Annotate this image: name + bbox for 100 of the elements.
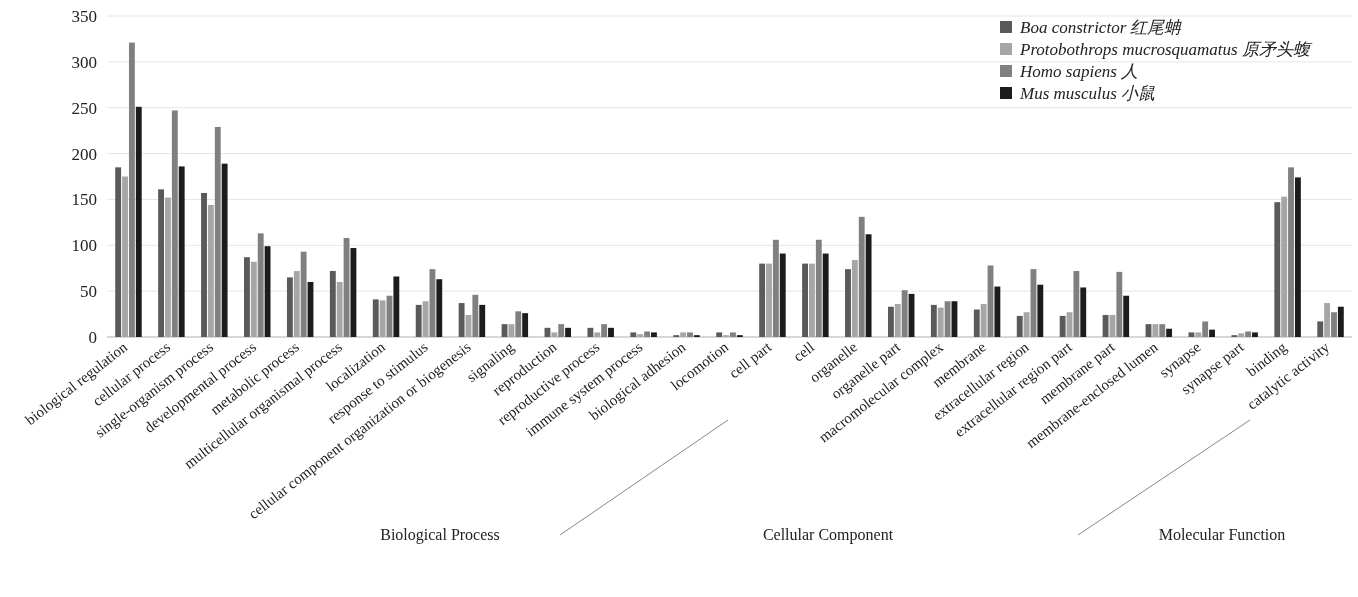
bar bbox=[815, 239, 822, 337]
bar bbox=[980, 303, 987, 337]
text: Molecular Function bbox=[1158, 526, 1286, 543]
bar bbox=[822, 253, 829, 337]
bar bbox=[608, 327, 614, 337]
bar bbox=[1102, 314, 1109, 337]
bar bbox=[808, 263, 815, 337]
bar bbox=[944, 301, 951, 337]
bar bbox=[858, 216, 865, 337]
bar bbox=[594, 332, 601, 337]
bar bbox=[1023, 312, 1030, 337]
bar bbox=[901, 290, 908, 337]
bar bbox=[565, 327, 572, 337]
bar bbox=[680, 332, 687, 337]
text: Cellular Component bbox=[762, 526, 894, 544]
bar bbox=[1080, 287, 1087, 337]
bar bbox=[802, 263, 808, 337]
bar bbox=[1317, 321, 1324, 337]
y-tick-label: 50 bbox=[80, 282, 97, 302]
bar bbox=[1337, 306, 1344, 337]
bar bbox=[221, 163, 228, 337]
bar bbox=[973, 309, 980, 337]
bar bbox=[930, 304, 937, 337]
bar bbox=[1238, 333, 1245, 337]
y-tick-label: 100 bbox=[71, 236, 97, 256]
bar bbox=[1274, 202, 1281, 337]
bar bbox=[1016, 315, 1023, 337]
bar bbox=[601, 324, 608, 337]
bar bbox=[1166, 328, 1173, 337]
y-tick-label: 350 bbox=[71, 7, 97, 26]
bar bbox=[250, 261, 257, 337]
bar bbox=[644, 331, 651, 337]
bar bbox=[716, 332, 723, 337]
bar bbox=[1288, 167, 1294, 337]
bar bbox=[472, 294, 479, 337]
bar bbox=[201, 193, 207, 337]
bar bbox=[845, 269, 851, 337]
bar bbox=[894, 303, 901, 337]
bar bbox=[887, 306, 894, 337]
legend-label: Protobothrops mucrosquamatus 原矛头蝮 bbox=[1019, 40, 1313, 59]
bar bbox=[372, 299, 379, 337]
legend-label: Homo sapiens 人 bbox=[1019, 62, 1139, 81]
bar bbox=[865, 234, 872, 337]
bar bbox=[759, 263, 766, 337]
bar bbox=[393, 276, 400, 337]
bar bbox=[171, 110, 178, 337]
bar bbox=[286, 277, 293, 337]
text: Biological Process bbox=[380, 526, 500, 544]
bar bbox=[1202, 321, 1209, 337]
bar bbox=[1123, 295, 1130, 337]
y-tick-label: 300 bbox=[71, 52, 97, 72]
bar bbox=[214, 126, 221, 337]
y-tick-label: 150 bbox=[71, 190, 97, 210]
bar bbox=[1159, 324, 1166, 337]
bar bbox=[1188, 332, 1195, 337]
bar bbox=[651, 332, 657, 337]
bar bbox=[1116, 271, 1123, 337]
legend-label: Mus musculus 小鼠 bbox=[1019, 84, 1156, 103]
bar bbox=[508, 324, 515, 337]
bar bbox=[135, 106, 142, 337]
y-tick-label: 200 bbox=[71, 144, 97, 164]
bar bbox=[436, 279, 443, 337]
bar bbox=[122, 176, 128, 337]
bar bbox=[479, 304, 486, 337]
bar bbox=[336, 281, 343, 337]
bar bbox=[1209, 329, 1215, 337]
bar bbox=[1294, 177, 1301, 337]
bar bbox=[687, 332, 693, 337]
bar bbox=[558, 324, 565, 337]
bar bbox=[772, 239, 779, 337]
bar bbox=[1245, 331, 1252, 337]
bar bbox=[1073, 270, 1080, 337]
bar bbox=[207, 204, 214, 337]
bar bbox=[165, 197, 171, 337]
bar bbox=[1324, 303, 1331, 337]
bar bbox=[458, 303, 465, 337]
bar bbox=[730, 332, 736, 337]
bar bbox=[1281, 196, 1288, 337]
y-tick-label: 0 bbox=[88, 328, 97, 347]
bar bbox=[1037, 284, 1044, 337]
bar bbox=[257, 233, 264, 337]
bar bbox=[158, 189, 165, 337]
bar bbox=[515, 311, 522, 337]
bar bbox=[851, 259, 858, 337]
bar bbox=[429, 269, 436, 337]
bar bbox=[766, 263, 772, 337]
y-tick-label: 250 bbox=[71, 98, 97, 118]
bar bbox=[244, 257, 250, 337]
bar bbox=[1152, 324, 1159, 337]
bar bbox=[637, 334, 644, 337]
bar bbox=[128, 42, 135, 337]
bar bbox=[293, 270, 300, 337]
bar bbox=[1331, 312, 1337, 337]
bar bbox=[1195, 332, 1202, 337]
bar bbox=[178, 166, 185, 337]
bar bbox=[587, 327, 594, 337]
bar bbox=[300, 251, 307, 337]
bar bbox=[115, 167, 122, 337]
bar bbox=[779, 253, 786, 337]
bar bbox=[1059, 315, 1066, 337]
